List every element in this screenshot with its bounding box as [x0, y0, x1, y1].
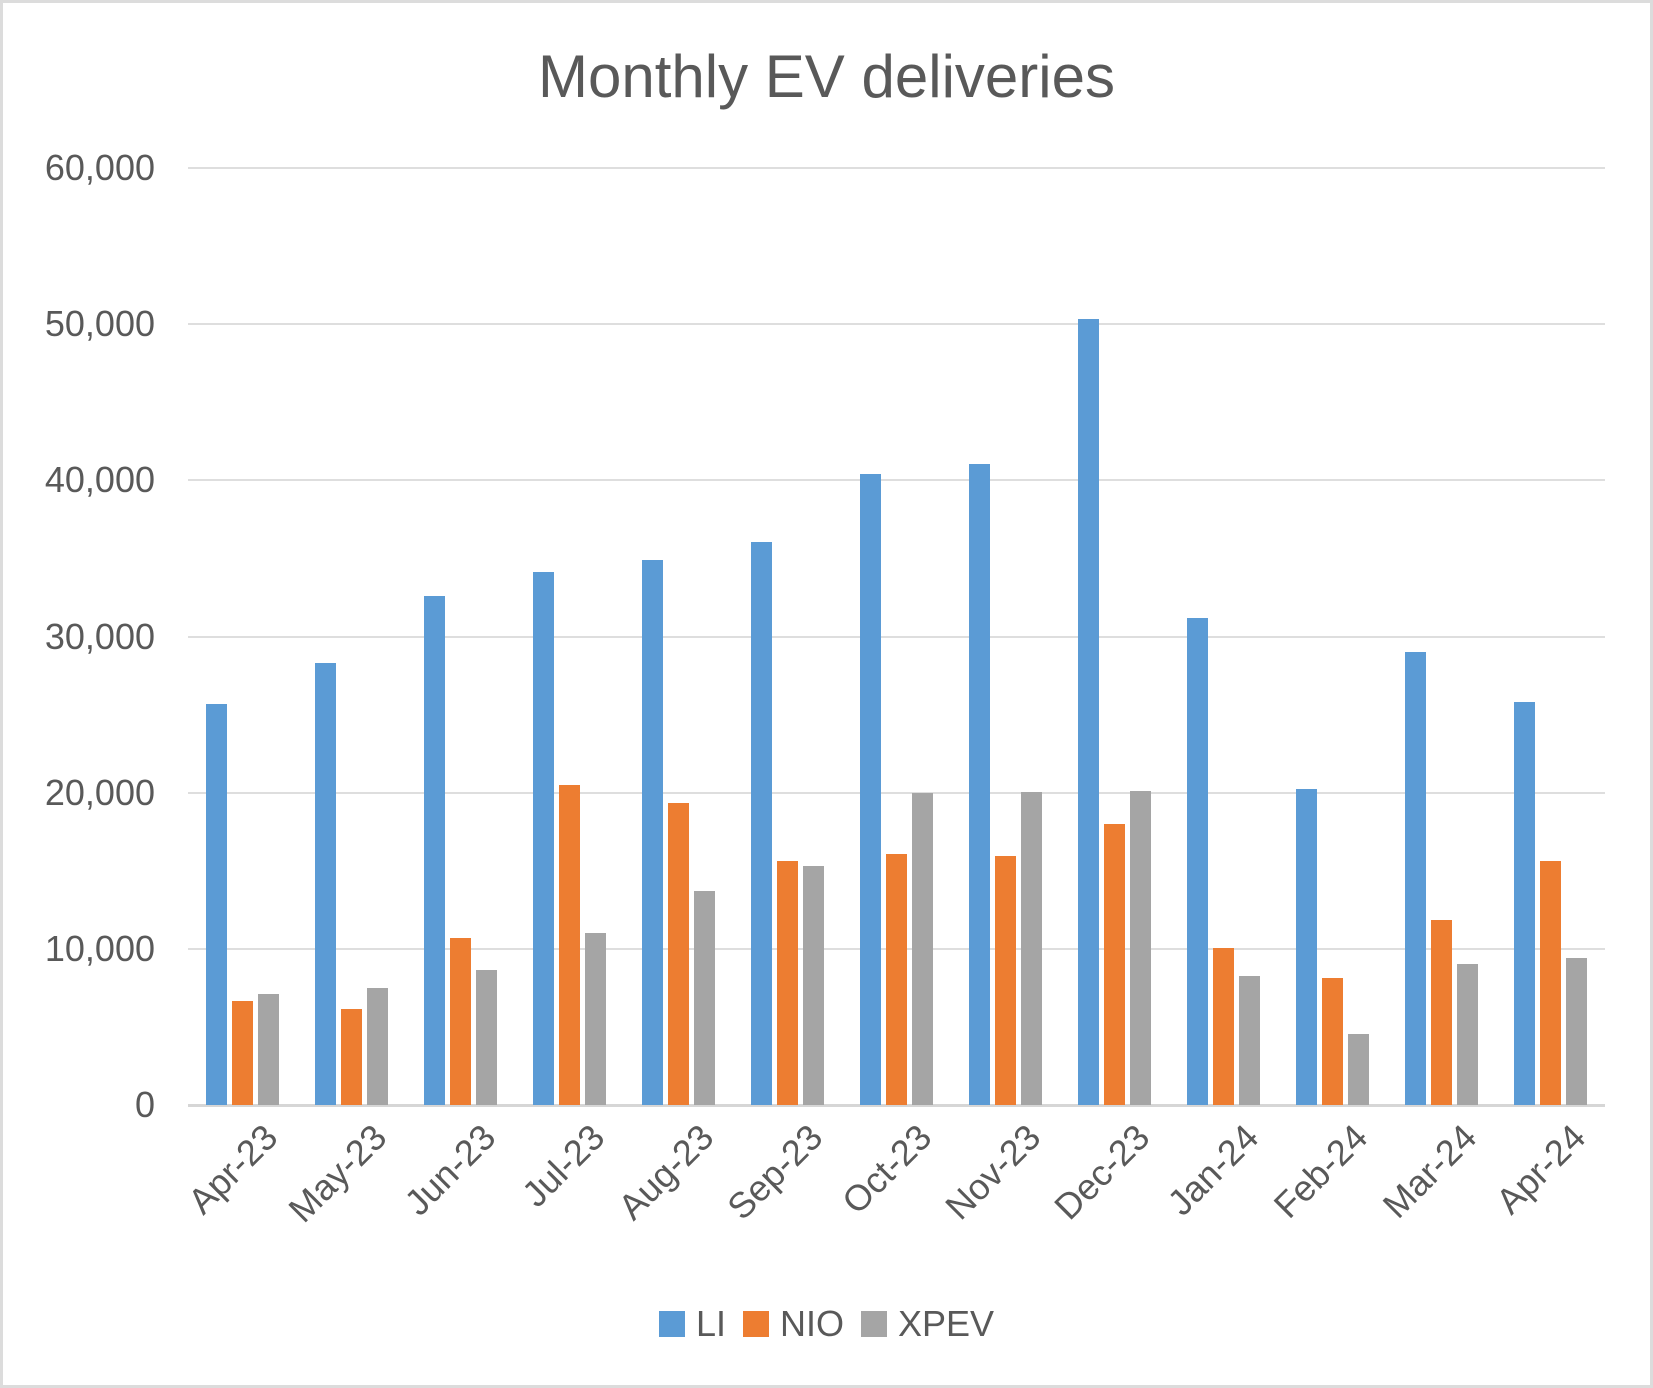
- bar-nio-mar-24: [1431, 919, 1452, 1105]
- x-tick-label-apr-24: Apr-24: [1487, 1116, 1593, 1222]
- gridline-60000: [188, 167, 1605, 169]
- bar-li-mar-24: [1405, 652, 1426, 1105]
- x-tick-label-aug-23: Aug-23: [609, 1116, 721, 1228]
- bar-xpev-oct-23: [912, 792, 933, 1105]
- bar-li-jun-23: [424, 596, 445, 1105]
- bar-xpev-apr-23: [258, 994, 279, 1105]
- legend-item-xpev: XPEV: [861, 1304, 994, 1344]
- gridline-40000: [188, 479, 1605, 482]
- bar-xpev-sep-23: [803, 865, 824, 1105]
- bar-nio-jan-24: [1213, 947, 1234, 1105]
- bar-li-jan-24: [1187, 618, 1208, 1105]
- x-tick-label-jan-24: Jan-24: [1158, 1116, 1266, 1224]
- bar-li-dec-23: [1078, 318, 1099, 1105]
- y-tick-label-0: 0: [134, 1084, 155, 1125]
- bar-xpev-jan-24: [1239, 976, 1260, 1105]
- y-tick-label-30000: 30,000: [44, 615, 155, 657]
- bar-xpev-feb-24: [1348, 1034, 1369, 1105]
- x-tick-label-jul-23: Jul-23: [513, 1116, 612, 1215]
- x-tick-label-dec-23: Dec-23: [1045, 1116, 1157, 1228]
- bar-xpev-dec-23: [1130, 790, 1151, 1105]
- y-tick-label-40000: 40,000: [44, 459, 155, 501]
- bar-li-jul-23: [533, 571, 554, 1105]
- bar-xpev-nov-23: [1021, 792, 1042, 1105]
- x-tick-label-oct-23: Oct-23: [833, 1116, 939, 1222]
- x-tick-label-jun-23: Jun-23: [395, 1116, 503, 1224]
- bar-li-apr-24: [1514, 702, 1535, 1105]
- bar-nio-aug-23: [668, 803, 689, 1105]
- bar-nio-feb-24: [1322, 978, 1343, 1105]
- x-tick-label-may-23: May-23: [279, 1116, 394, 1231]
- y-tick-label-50000: 50,000: [44, 303, 155, 345]
- bar-xpev-jun-23: [476, 970, 497, 1105]
- bar-xpev-apr-24: [1566, 958, 1587, 1105]
- legend-item-nio: NIO: [742, 1303, 844, 1344]
- plot-area: 0 10,000 20,000 30,000 40,000 50,000 60,000 Apr…: [3, 3, 1650, 1385]
- x-axis-line: [188, 1104, 1605, 1107]
- bar-nio-nov-23: [995, 855, 1016, 1105]
- bar-li-feb-24: [1296, 788, 1317, 1105]
- bar-xpev-jul-23: [585, 933, 606, 1105]
- legend-swatch-li: [658, 1311, 685, 1337]
- gridline-20000: [188, 791, 1605, 794]
- x-tick-label-mar-24: Mar-24: [1374, 1116, 1484, 1226]
- bar-nio-jul-23: [559, 785, 580, 1105]
- bar-li-apr-23: [206, 703, 227, 1105]
- legend-swatch-xpev: [861, 1311, 887, 1337]
- bar-nio-jun-23: [450, 937, 471, 1105]
- y-tick-label-20000: 20,000: [44, 771, 155, 813]
- bar-li-may-23: [315, 663, 336, 1105]
- gridline-50000: [188, 323, 1605, 326]
- bar-xpev-mar-24: [1457, 964, 1478, 1105]
- bar-nio-apr-24: [1540, 861, 1561, 1105]
- bar-li-nov-23: [969, 464, 990, 1105]
- bar-nio-oct-23: [886, 853, 907, 1105]
- bar-li-oct-23: [860, 473, 881, 1105]
- bar-xpev-aug-23: [694, 891, 715, 1105]
- bar-xpev-may-23: [367, 987, 388, 1105]
- legend-swatch-nio: [742, 1311, 769, 1337]
- gridline-30000: [188, 635, 1605, 638]
- bar-li-sep-23: [751, 541, 772, 1105]
- bar-nio-apr-23: [232, 1001, 253, 1105]
- bar-nio-sep-23: [777, 860, 798, 1105]
- chart-title: Monthly EV deliveries: [538, 43, 1115, 110]
- y-tick-label-60000: 60,000: [44, 147, 155, 188]
- x-tick-label-apr-23: Apr-23: [179, 1116, 285, 1222]
- legend: LI NIO XPEV: [3, 1298, 1650, 1350]
- legend-item-li: LI: [658, 1303, 726, 1344]
- x-tick-label-sep-23: Sep-23: [718, 1116, 830, 1228]
- legend-label-nio: NIO: [779, 1303, 844, 1344]
- bar-li-aug-23: [642, 559, 663, 1105]
- x-tick-label-feb-24: Feb-24: [1265, 1116, 1375, 1226]
- x-tick-label-nov-23: Nov-23: [936, 1116, 1048, 1228]
- legend-label-xpev: XPEV: [898, 1303, 995, 1344]
- bar-nio-may-23: [341, 1008, 362, 1105]
- legend-label-li: LI: [695, 1303, 726, 1344]
- bar-nio-dec-23: [1104, 823, 1125, 1105]
- y-tick-label-10000: 10,000: [44, 927, 155, 969]
